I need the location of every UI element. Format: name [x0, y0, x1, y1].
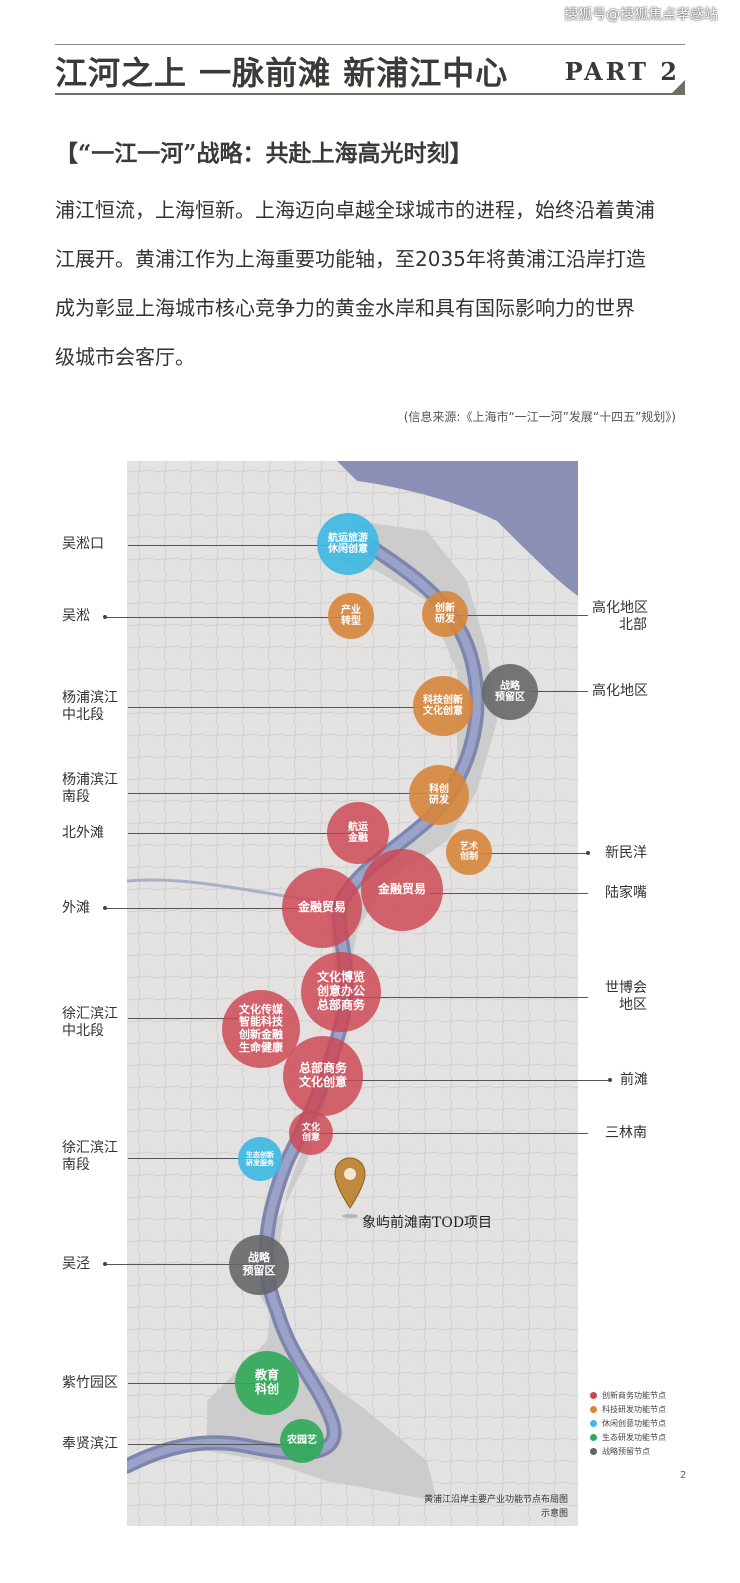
leader-line [312, 1133, 588, 1134]
district-label-gaohua: 高化地区 [592, 683, 648, 699]
section-title: 【“一江一河”战略：共赴上海高光时刻】 [55, 140, 473, 167]
district-label-yangpu-north: 杨浦滨江 中北段 [62, 690, 118, 723]
function-node: 文化 创意 [289, 1111, 333, 1155]
district-label-qiantan: 前滩 [620, 1072, 648, 1088]
function-node: 战略 预留区 [482, 664, 538, 720]
district-label-lujiazui: 陆家嘴 [605, 885, 647, 901]
function-node: 金融贸易 [282, 868, 362, 948]
function-node: 科技创新 文化创意 [413, 676, 473, 736]
legend-item: 科技研发功能节点 [590, 1402, 666, 1416]
district-label-gaohua-north: 高化地区 北部 [592, 600, 648, 633]
leader-dot [608, 1078, 612, 1082]
function-node: 生态创新 研发服务 [238, 1137, 282, 1181]
legend-swatch [590, 1447, 597, 1455]
function-node: 教育 科创 [235, 1351, 299, 1415]
leader-line [128, 793, 428, 794]
function-node: 科创 研发 [409, 765, 469, 825]
project-label: 象屿前滩南TOD项目 [362, 1215, 493, 1231]
function-node: 总部商务 文化创意 [283, 1036, 363, 1116]
district-label-zizhu: 紫竹园区 [62, 1375, 118, 1391]
leader-line [106, 908, 316, 909]
legend-item: 创新商务功能节点 [590, 1388, 666, 1402]
leader-line [128, 1018, 268, 1019]
function-node: 创新 研发 [422, 591, 468, 637]
leader-line [128, 545, 338, 546]
paragraph-line: 级城市会客厅。 [55, 345, 195, 369]
leader-line [345, 997, 588, 998]
leader-line [448, 615, 588, 616]
location-pin-icon [334, 1157, 366, 1218]
district-label-wusong: 吴淞 [62, 608, 90, 624]
district-label-xinminyang: 新民洋 [605, 845, 647, 861]
leader-dot [586, 851, 590, 855]
watermark: 搜狐号@搜狐焦点孝感站 [564, 7, 718, 23]
district-label-fengxian: 奉贤滨江 [62, 1436, 118, 1452]
intro-paragraph: 浦江恒流，上海恒新。上海迈向卓越全球城市的进程，始终沿着黄浦 江展开。黄浦江作为… [55, 186, 685, 382]
leader-line [465, 853, 588, 854]
function-node: 文化传媒 智能科技 创新金融 生命健康 [222, 990, 300, 1068]
legend-item: 战略预留节点 [590, 1444, 666, 1458]
legend-swatch [590, 1433, 597, 1441]
leader-line [128, 1444, 308, 1445]
source-note: (信息来源:《上海市“一江一河”发展“十四五”规划》) [403, 410, 676, 424]
leader-dot [103, 906, 107, 910]
legend-item: 休闲创意功能节点 [590, 1416, 666, 1430]
district-label-north-bund: 北外滩 [62, 825, 104, 841]
district-label-sanlinnan: 三林南 [605, 1125, 647, 1141]
legend-swatch [590, 1419, 597, 1427]
district-label-expo: 世博会 地区 [605, 980, 647, 1013]
page-title: 江河之上 一脉前滩 新浦江中心 [55, 54, 509, 92]
leader-line [330, 1080, 610, 1081]
leader-line [530, 691, 588, 692]
leader-line [128, 1158, 258, 1159]
paragraph-line: 浦江恒流，上海恒新。上海迈向卓越全球城市的进程，始终沿着黄浦 [55, 198, 655, 222]
function-node: 艺术 创制 [446, 829, 492, 875]
map-legend: 创新商务功能节点 科技研发功能节点 休闲创意功能节点 生态研发功能节点 战略预留… [590, 1388, 666, 1458]
district-label-xuhui-north: 徐汇滨江 中北段 [62, 1006, 118, 1039]
leader-dot [103, 615, 107, 619]
leader-line [106, 617, 346, 618]
district-label-wujing: 吴泾 [62, 1256, 90, 1272]
leader-dot [103, 1262, 107, 1266]
leader-line [128, 833, 358, 834]
legend-swatch [590, 1405, 597, 1413]
leader-line [128, 1383, 268, 1384]
district-label-wusongkou: 吴淞口 [62, 536, 104, 552]
district-label-xuhui-south: 徐汇滨江 南段 [62, 1140, 118, 1173]
leader-line [128, 707, 438, 708]
legend-item: 生态研发功能节点 [590, 1430, 666, 1444]
function-node: 金融贸易 [361, 849, 443, 931]
function-node: 航运 金融 [327, 802, 389, 864]
header-rule-top [55, 44, 685, 45]
leader-line [106, 1264, 266, 1265]
paragraph-line: 成为彰显上海城市核心竞争力的黄金水岸和具有国际影响力的世界 [55, 296, 635, 320]
function-node: 航运旅游 休闲创意 [317, 513, 379, 575]
function-node: 文化博览 创意办公 总部商务 [301, 952, 381, 1032]
function-node: 战略 预留区 [229, 1235, 289, 1295]
paragraph-line: 江展开。黄浦江作为上海重要功能轴，至2035年将黄浦江沿岸打造 [55, 247, 646, 271]
function-node: 产业 转型 [328, 593, 374, 639]
district-label-bund: 外滩 [62, 900, 90, 916]
header-rule-bottom [55, 93, 685, 95]
part-label: PART 2 [564, 57, 680, 86]
page-mark: 2 [680, 1470, 687, 1481]
header-corner-triangle [671, 80, 685, 94]
district-label-yangpu-south: 杨浦滨江 南段 [62, 772, 118, 805]
legend-swatch [590, 1391, 597, 1399]
function-node: 农园艺 [280, 1419, 324, 1463]
leader-line [430, 893, 588, 894]
map-caption: 黄浦江沿岸主要产业功能节点布局图 示意图 [423, 1495, 568, 1519]
